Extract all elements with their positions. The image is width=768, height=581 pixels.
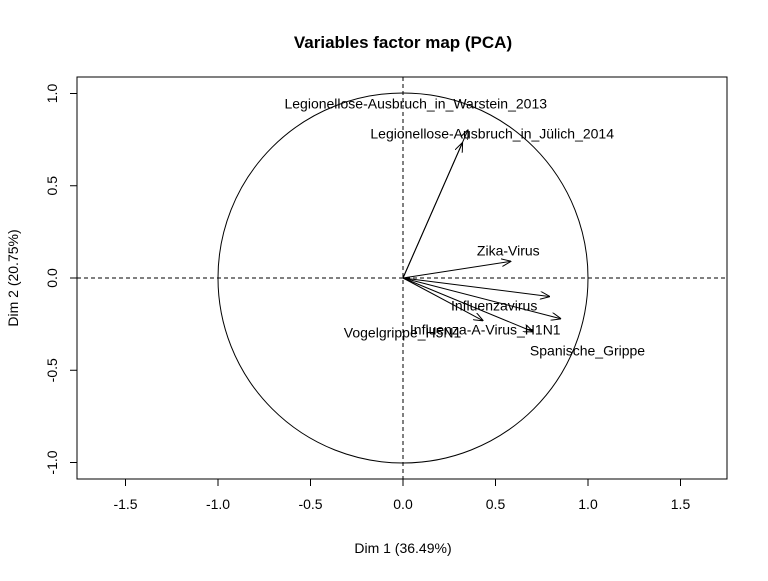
variable-label: Influenza-A-Virus_H1N1 (410, 322, 561, 338)
x-axis-label: Dim 1 (36.49%) (354, 540, 451, 556)
variable-arrow (402, 261, 510, 279)
y-tick-label: -1.0 (44, 450, 60, 474)
variable-arrow (402, 277, 560, 319)
y-tick-label: 1.0 (44, 84, 60, 104)
y-tick-label: -0.5 (44, 358, 60, 382)
y-tick-label: 0.0 (44, 268, 60, 288)
x-tick-label: 1.5 (671, 496, 691, 512)
variable-label: Legionellose-Ausbruch_in_Warstein_2013 (284, 95, 547, 111)
variable-label: Vogelgrippe_H5N1 (344, 324, 462, 340)
x-tick-label: -0.5 (298, 496, 322, 512)
chart-title: Variables factor map (PCA) (294, 33, 512, 52)
y-tick-label: 0.5 (44, 176, 60, 196)
variable-label: Zika-Virus (477, 242, 540, 258)
x-tick-label: 0.0 (393, 496, 413, 512)
variable-arrow (402, 277, 549, 296)
variable-arrow (402, 277, 483, 320)
y-axis-label: Dim 2 (20.75%) (5, 229, 21, 326)
plot-area: Legionellose-Ausbruch_in_Warstein_2013 Le… (77, 77, 727, 479)
x-tick-label: 1.0 (578, 496, 598, 512)
variable-arrow (402, 143, 462, 279)
x-tick-label: -1.5 (113, 496, 137, 512)
x-tick-label: -1.0 (206, 496, 230, 512)
variable-label: Spanische_Grippe (530, 343, 645, 359)
variable-label: Influenzavirus (451, 297, 537, 313)
x-tick-label: 0.5 (486, 496, 506, 512)
variable-arrow (402, 277, 533, 332)
variable-label: Legionellose-Ausbruch_in_Jülich_2014 (370, 125, 614, 141)
